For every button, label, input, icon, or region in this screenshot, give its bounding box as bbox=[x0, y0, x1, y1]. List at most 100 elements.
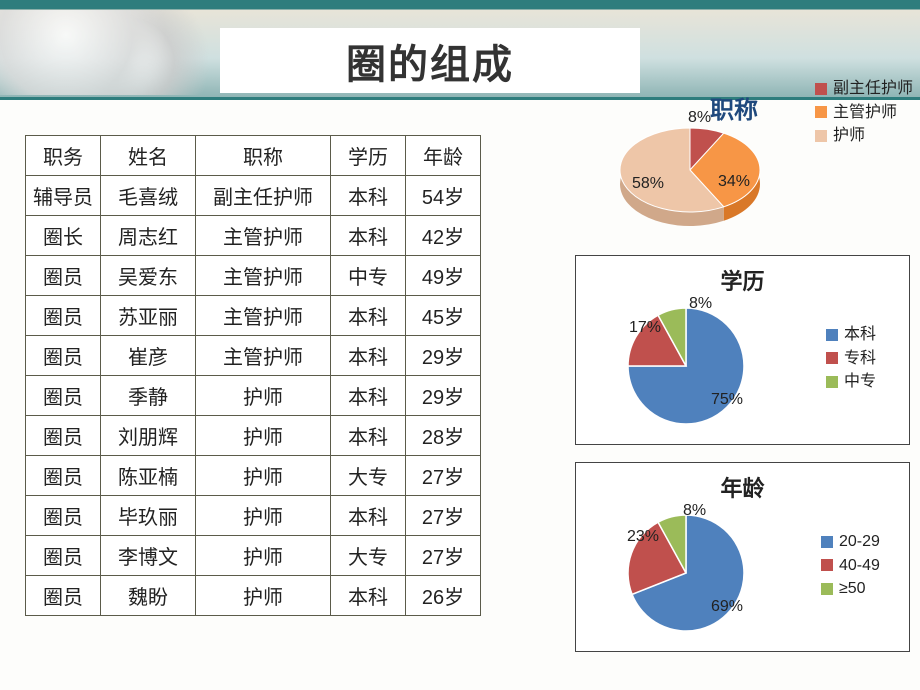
table-cell: 本科 bbox=[331, 376, 406, 416]
table-cell: 27岁 bbox=[406, 456, 481, 496]
table-cell: 刘朋辉 bbox=[101, 416, 196, 456]
table-cell: 圈员 bbox=[26, 376, 101, 416]
table-cell: 27岁 bbox=[406, 496, 481, 536]
table-cell: 圈员 bbox=[26, 256, 101, 296]
legend-item: ≥50 bbox=[821, 580, 880, 598]
legend-item: 护师 bbox=[815, 127, 920, 145]
table-cell: 主管护师 bbox=[196, 216, 331, 256]
th-age: 年龄 bbox=[406, 136, 481, 176]
legend-item: 本科 bbox=[826, 326, 876, 344]
legend-label: 副主任护师 bbox=[833, 80, 913, 98]
legend-item: 专科 bbox=[826, 350, 876, 368]
table-cell: 圈长 bbox=[26, 216, 101, 256]
table-cell: 季静 bbox=[101, 376, 196, 416]
table-cell: 圈员 bbox=[26, 416, 101, 456]
table-row: 圈员崔彦主管护师本科29岁 bbox=[26, 336, 481, 376]
table-cell: 27岁 bbox=[406, 536, 481, 576]
members-table: 职务 姓名 职称 学历 年龄 辅导员毛喜绒副主任护师本科54岁圈长周志红主管护师… bbox=[25, 135, 481, 616]
legend-label: 护师 bbox=[833, 127, 865, 145]
table-row: 圈员吴爱东主管护师中专49岁 bbox=[26, 256, 481, 296]
table-cell: 圈员 bbox=[26, 456, 101, 496]
chart-edu: 学历 75%17%8% 本科专科中专 bbox=[575, 255, 910, 445]
pie-edu: 75%17%8% bbox=[621, 301, 757, 442]
table-cell: 毛喜绒 bbox=[101, 176, 196, 216]
table-row: 圈员刘朋辉护师本科28岁 bbox=[26, 416, 481, 456]
th-position: 职务 bbox=[26, 136, 101, 176]
table-cell: 大专 bbox=[331, 536, 406, 576]
pie-rank: 8%34%58% bbox=[610, 115, 770, 238]
table-cell: 辅导员 bbox=[26, 176, 101, 216]
table-cell: 本科 bbox=[331, 216, 406, 256]
table-cell: 圈员 bbox=[26, 536, 101, 576]
table-row: 圈员苏亚丽主管护师本科45岁 bbox=[26, 296, 481, 336]
title-box: 圈的组成 bbox=[220, 28, 640, 93]
page-title: 圈的组成 bbox=[346, 32, 514, 90]
table-row: 辅导员毛喜绒副主任护师本科54岁 bbox=[26, 176, 481, 216]
legend-edu: 本科专科中专 bbox=[826, 326, 876, 397]
table-cell: 崔彦 bbox=[101, 336, 196, 376]
table-cell: 本科 bbox=[331, 496, 406, 536]
table-cell: 29岁 bbox=[406, 336, 481, 376]
table-cell: 本科 bbox=[331, 576, 406, 616]
table-cell: 护师 bbox=[196, 576, 331, 616]
legend-label: 20-29 bbox=[839, 533, 880, 551]
table-cell: 副主任护师 bbox=[196, 176, 331, 216]
table-header-row: 职务 姓名 职称 学历 年龄 bbox=[26, 136, 481, 176]
table-cell: 李博文 bbox=[101, 536, 196, 576]
table-cell: 毕玖丽 bbox=[101, 496, 196, 536]
table-cell: 主管护师 bbox=[196, 336, 331, 376]
table-cell: 护师 bbox=[196, 536, 331, 576]
th-edu: 学历 bbox=[331, 136, 406, 176]
legend-item: 副主任护师 bbox=[815, 80, 920, 98]
table-cell: 苏亚丽 bbox=[101, 296, 196, 336]
table-cell: 吴爱东 bbox=[101, 256, 196, 296]
table-row: 圈员魏盼护师本科26岁 bbox=[26, 576, 481, 616]
table-cell: 49岁 bbox=[406, 256, 481, 296]
table-cell: 周志红 bbox=[101, 216, 196, 256]
table-row: 圈员毕玖丽护师本科27岁 bbox=[26, 496, 481, 536]
table-cell: 29岁 bbox=[406, 376, 481, 416]
table-cell: 本科 bbox=[331, 176, 406, 216]
legend-label: 中专 bbox=[844, 373, 876, 391]
legend-label: 本科 bbox=[844, 326, 876, 344]
table-row: 圈员李博文护师大专27岁 bbox=[26, 536, 481, 576]
table-cell: 护师 bbox=[196, 376, 331, 416]
table-cell: 护师 bbox=[196, 416, 331, 456]
table-cell: 本科 bbox=[331, 336, 406, 376]
table-cell: 54岁 bbox=[406, 176, 481, 216]
table-cell: 护师 bbox=[196, 496, 331, 536]
legend-age: 20-29 40-49 ≥50 bbox=[821, 533, 880, 604]
legend-rank: 副主任护师主管护师护师 bbox=[815, 80, 920, 151]
pie-age: 69%23%8% bbox=[621, 508, 757, 649]
table-cell: 圈员 bbox=[26, 576, 101, 616]
legend-label: 40-49 bbox=[839, 557, 880, 575]
table-cell: 45岁 bbox=[406, 296, 481, 336]
table-cell: 圈员 bbox=[26, 296, 101, 336]
legend-item: 主管护师 bbox=[815, 104, 920, 122]
table-cell: 42岁 bbox=[406, 216, 481, 256]
table-cell: 28岁 bbox=[406, 416, 481, 456]
table-cell: 护师 bbox=[196, 456, 331, 496]
chart-rank: 职称 8%34%58% 副主任护师主管护师护师 bbox=[590, 75, 915, 225]
legend-label: 主管护师 bbox=[833, 104, 897, 122]
table-cell: 魏盼 bbox=[101, 576, 196, 616]
table-cell: 陈亚楠 bbox=[101, 456, 196, 496]
chart-age-title: 年龄 bbox=[576, 471, 909, 503]
th-title: 职称 bbox=[196, 136, 331, 176]
legend-label: 专科 bbox=[844, 350, 876, 368]
table-cell: 本科 bbox=[331, 416, 406, 456]
legend-label: ≥50 bbox=[839, 580, 866, 598]
table-cell: 26岁 bbox=[406, 576, 481, 616]
table-cell: 中专 bbox=[331, 256, 406, 296]
table-row: 圈员陈亚楠护师大专27岁 bbox=[26, 456, 481, 496]
legend-item: 中专 bbox=[826, 373, 876, 391]
table-cell: 圈员 bbox=[26, 496, 101, 536]
legend-item: 20-29 bbox=[821, 533, 880, 551]
table-row: 圈长周志红主管护师本科42岁 bbox=[26, 216, 481, 256]
legend-item: 40-49 bbox=[821, 557, 880, 575]
th-name: 姓名 bbox=[101, 136, 196, 176]
chart-age: 年龄 69%23%8% 20-29 40-49 ≥50 bbox=[575, 462, 910, 652]
table-cell: 大专 bbox=[331, 456, 406, 496]
table-cell: 主管护师 bbox=[196, 256, 331, 296]
table-cell: 本科 bbox=[331, 296, 406, 336]
